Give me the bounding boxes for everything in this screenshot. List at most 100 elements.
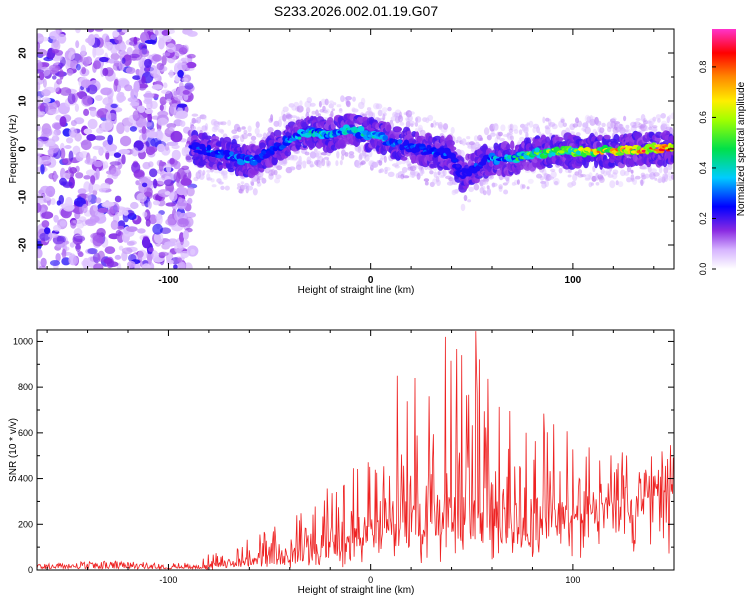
noise-blob xyxy=(132,110,141,122)
halo-blob xyxy=(630,174,635,181)
halo-blob xyxy=(489,132,496,137)
noise-blob xyxy=(68,254,79,266)
halo-blob xyxy=(304,100,312,109)
ridge-blob xyxy=(259,142,266,150)
y-tick-label: 0 xyxy=(28,565,33,575)
halo-blob xyxy=(282,106,289,113)
noise-blob xyxy=(37,202,42,213)
noise-blob xyxy=(133,170,145,178)
halo-blob xyxy=(633,122,637,126)
noise-blob xyxy=(141,182,148,188)
halo-blob xyxy=(364,154,370,162)
noise-blob xyxy=(168,69,174,78)
noise-blob xyxy=(146,131,158,139)
noise-blob xyxy=(81,203,88,214)
halo-blob xyxy=(518,129,523,136)
noise-blob xyxy=(85,169,97,176)
halo-blob xyxy=(275,174,282,179)
noise-blob xyxy=(39,232,51,241)
noise-blob xyxy=(135,180,140,186)
halo-blob xyxy=(468,186,475,193)
ridge-blob xyxy=(555,136,564,142)
halo-blob xyxy=(670,112,674,120)
noise-blob xyxy=(129,126,137,132)
halo-blob xyxy=(246,183,250,190)
halo-blob xyxy=(383,155,387,163)
noise-blob xyxy=(164,144,170,151)
noise-blob xyxy=(83,56,90,67)
noise-blob xyxy=(166,163,172,173)
halo-blob xyxy=(601,122,606,128)
halo-blob xyxy=(405,110,413,118)
noise-blob xyxy=(126,47,133,55)
spectrogram-x-label: Height of straight line (km) xyxy=(298,285,415,296)
noise-blob xyxy=(66,69,74,76)
halo-blob xyxy=(536,126,540,134)
halo-blob xyxy=(429,170,434,175)
halo-blob xyxy=(394,165,400,169)
noise-blob xyxy=(180,234,184,246)
halo-blob xyxy=(250,135,257,141)
halo-blob xyxy=(544,180,549,188)
noise-blob xyxy=(114,254,122,260)
noise-blob xyxy=(52,75,57,80)
halo-blob xyxy=(196,116,201,124)
snr-line xyxy=(37,331,674,570)
halo-blob xyxy=(358,101,365,110)
noise-blob xyxy=(180,250,190,259)
halo-blob xyxy=(660,123,668,132)
halo-blob xyxy=(336,150,340,159)
halo-blob xyxy=(572,123,579,128)
noise-blob xyxy=(177,69,184,78)
noise-blob xyxy=(132,75,142,80)
ridge-blob xyxy=(585,156,591,163)
halo-blob xyxy=(583,129,587,133)
noise-blob xyxy=(166,43,176,53)
halo-blob xyxy=(274,177,281,184)
noise-blob xyxy=(102,161,109,169)
halo-blob xyxy=(360,160,366,165)
halo-blob xyxy=(291,115,298,119)
halo-blob xyxy=(245,185,249,194)
halo-blob xyxy=(351,108,359,113)
noise-blob xyxy=(63,203,75,212)
halo-blob xyxy=(201,125,208,131)
noise-blob xyxy=(52,235,65,245)
halo-blob xyxy=(430,123,434,128)
noise-blob xyxy=(181,165,190,170)
noise-blob xyxy=(142,161,151,170)
halo-blob xyxy=(323,156,330,160)
snr-frame xyxy=(36,329,675,571)
noise-blob xyxy=(53,214,59,223)
halo-blob xyxy=(536,173,543,179)
noise-blob xyxy=(151,84,163,90)
ridge-core xyxy=(615,152,625,156)
halo-blob xyxy=(304,151,310,156)
noise-blob xyxy=(126,226,138,233)
halo-blob xyxy=(671,174,674,180)
noise-blob xyxy=(59,177,67,186)
halo-blob xyxy=(399,111,403,120)
halo-blob xyxy=(461,138,467,146)
noise-blob xyxy=(119,43,127,51)
halo-blob xyxy=(437,171,441,176)
noise-blob xyxy=(127,260,136,269)
halo-blob xyxy=(311,110,316,115)
noise-blob xyxy=(68,127,78,138)
halo-blob xyxy=(483,127,490,136)
noise-blob xyxy=(40,257,47,268)
halo-blob xyxy=(250,181,255,186)
noise-blob xyxy=(184,82,194,90)
colorbar-tick-label: 0.0 xyxy=(698,263,708,276)
halo-blob xyxy=(241,133,248,140)
halo-blob xyxy=(240,134,245,143)
noise-blob xyxy=(156,128,163,141)
noise-blob xyxy=(69,242,75,248)
halo-blob xyxy=(645,120,652,124)
noise-blob xyxy=(41,211,54,219)
halo-blob xyxy=(405,117,410,121)
noise-blob xyxy=(148,247,155,253)
halo-blob xyxy=(551,123,558,130)
